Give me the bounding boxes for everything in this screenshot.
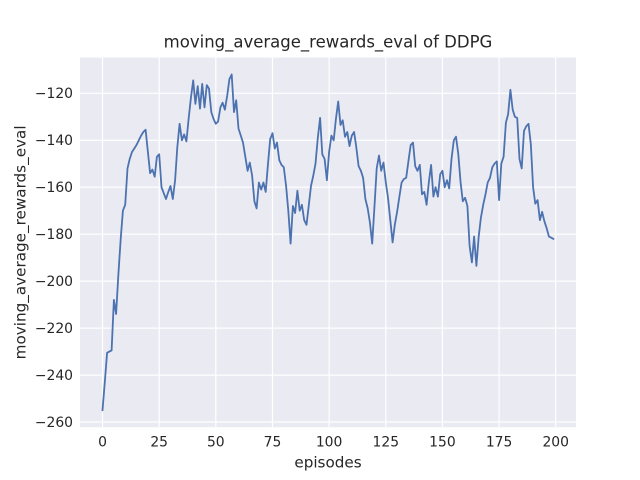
x-tick-label: 0 — [98, 435, 107, 451]
y-tick-label: −200 — [35, 274, 73, 290]
x-tick-labels: 0 25 50 75 100 125 150 175 200 — [98, 435, 569, 451]
plot-area — [80, 57, 576, 428]
x-tick-label: 150 — [429, 435, 456, 451]
x-tick-label: 200 — [542, 435, 569, 451]
y-tick-label: −120 — [35, 86, 73, 102]
x-tick-label: 75 — [264, 435, 282, 451]
x-axis-label: episodes — [294, 454, 361, 472]
chart-title: moving_average_rewards_eval of DDPG — [164, 33, 493, 53]
y-tick-label: −240 — [35, 368, 73, 384]
x-tick-label: 100 — [316, 435, 343, 451]
y-axis-label: moving_average_rewards_eval — [12, 125, 31, 359]
y-tick-label: −160 — [35, 180, 73, 196]
y-tick-label: −180 — [35, 227, 73, 243]
reward-line — [101, 73, 555, 412]
y-tick-label: −220 — [35, 321, 73, 337]
y-tick-labels: −260 −240 −220 −200 −180 −160 −140 −120 — [35, 86, 73, 431]
y-tick-label: −140 — [35, 133, 73, 149]
x-tick-label: 175 — [486, 435, 513, 451]
gridlines — [80, 57, 576, 428]
x-tick-label: 125 — [373, 435, 400, 451]
x-tick-label: 25 — [150, 435, 168, 451]
x-tick-label: 50 — [207, 435, 225, 451]
y-tick-label: −260 — [35, 415, 73, 431]
